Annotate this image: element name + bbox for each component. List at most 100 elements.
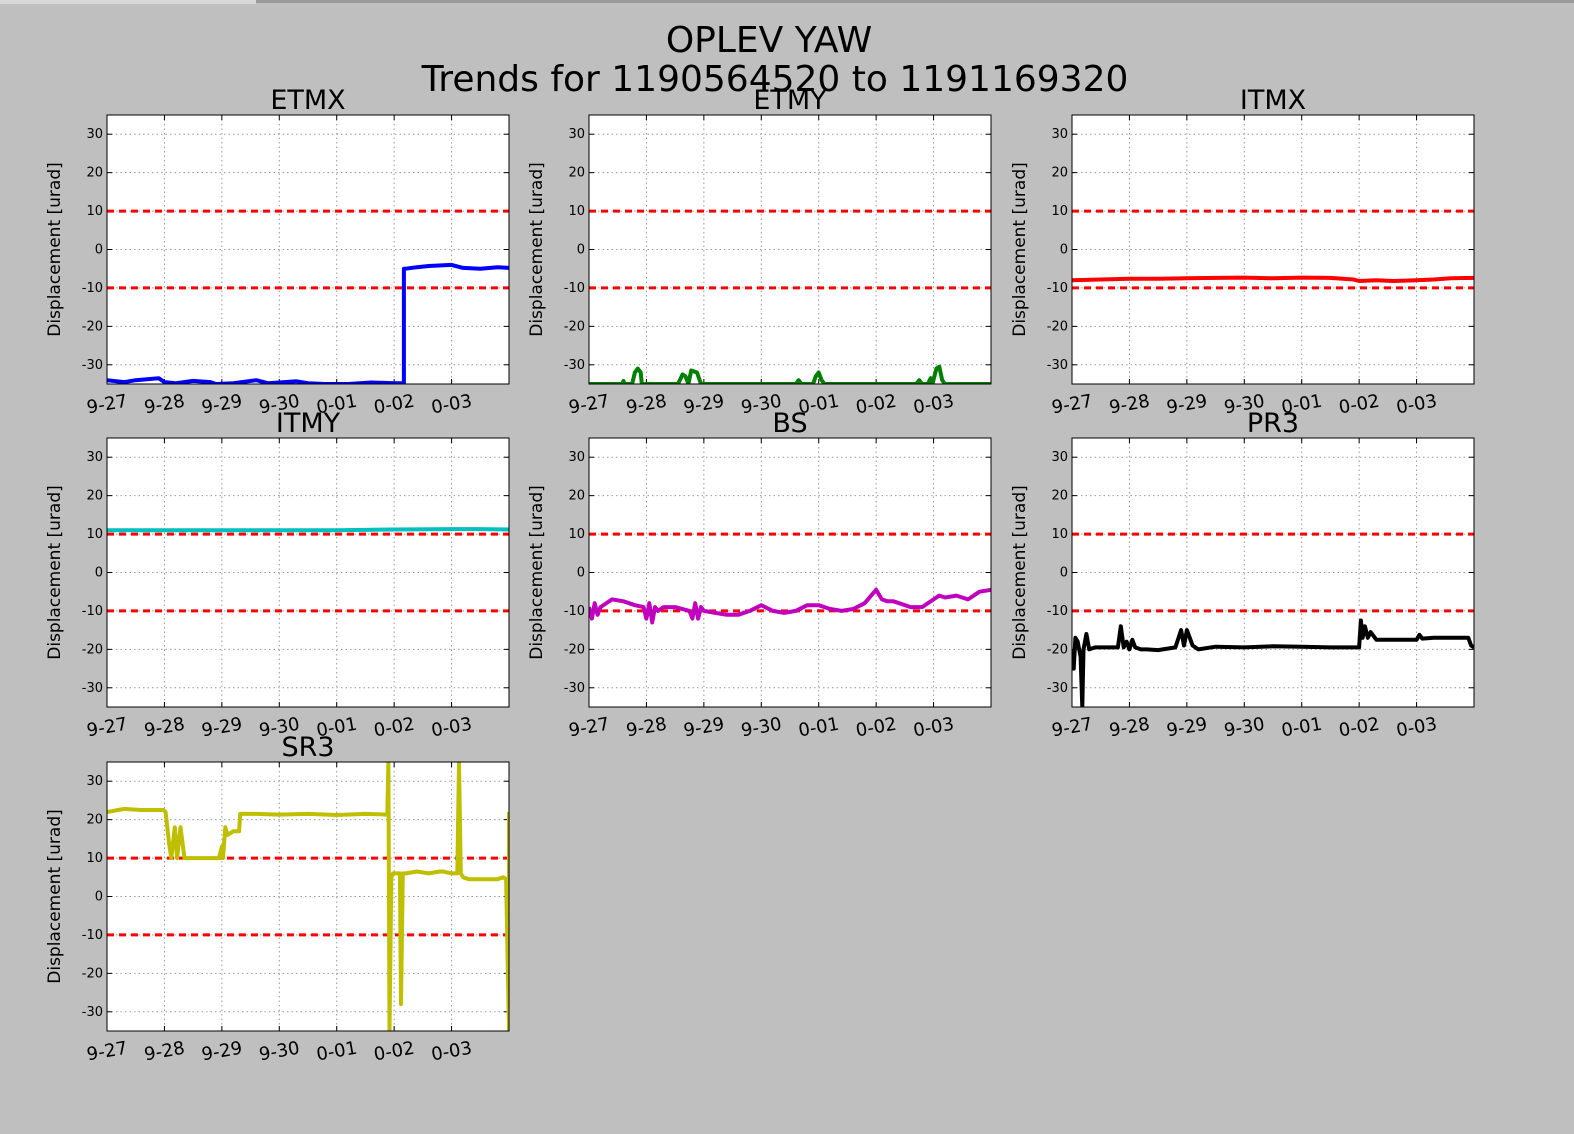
data-series-line (107, 262, 509, 384)
figure-title-line2: Trends for 1190564520 to 1191169320 (421, 59, 1129, 100)
y-tick-label: -30 (82, 681, 103, 696)
plot-area (1072, 438, 1474, 707)
x-tick-label: 0-03 (912, 391, 956, 419)
x-tick-label: 9-28 (143, 714, 187, 742)
x-tick-label: 9-27 (567, 714, 611, 742)
y-tick-label: -30 (1047, 358, 1068, 373)
y-tick-label: -30 (1047, 681, 1068, 696)
y-tick-label: 0 (1060, 566, 1068, 581)
y-axis-label: Displacement [urad] (45, 162, 65, 337)
y-tick-label: 20 (86, 489, 103, 504)
y-tick-label: 10 (86, 527, 103, 542)
data-series-line (589, 587, 991, 625)
y-tick-label: 30 (568, 450, 585, 465)
y-tick-label: 30 (1051, 450, 1068, 465)
plot-area (589, 438, 991, 707)
x-tick-label: 0-03 (430, 1038, 474, 1066)
y-tick-label: 10 (1051, 527, 1068, 542)
y-tick-label: -20 (564, 319, 585, 334)
plot-frame (106, 437, 510, 708)
y-tick-label: 0 (95, 243, 103, 258)
y-tick-label: 10 (86, 851, 103, 866)
y-tick-label: 30 (568, 127, 585, 142)
x-tick-label: 9-27 (85, 1038, 129, 1066)
x-tick-label: 9-27 (567, 391, 611, 419)
figure-title-line1: OPLEV YAW (666, 20, 872, 61)
x-tick-label: 9-30 (739, 714, 783, 742)
y-tick-label: 20 (1051, 166, 1068, 181)
x-tick-label: 9-29 (682, 391, 726, 419)
y-tick-label: 30 (86, 774, 103, 789)
x-tick-label: 0-03 (430, 714, 474, 742)
y-tick-label: 0 (95, 890, 103, 905)
y-tick-label: 20 (1051, 489, 1068, 504)
y-axis-label: Displacement [urad] (1010, 162, 1030, 337)
y-tick-label: 30 (86, 127, 103, 142)
x-tick-label: 0-03 (912, 714, 956, 742)
panel-bs: 30 20 10 0 -10 -20 -30 9-27 9-28 9-29 9-30 0-01 0-02… (527, 408, 992, 742)
x-tick-label: 0-03 (430, 391, 474, 419)
y-tick-label: 10 (568, 204, 585, 219)
y-tick-label: -10 (82, 281, 103, 296)
window-top-bar-dark (256, 0, 1574, 3)
panel-pr3: 30 20 10 0 -10 -20 -30 9-27 9-28 9-29 9-30 0-01 0-02… (1010, 408, 1475, 742)
plot-area (1072, 115, 1474, 384)
panel-title: ITMX (1240, 85, 1306, 116)
x-tick-label: 9-28 (1108, 391, 1152, 419)
plot-frame (106, 114, 510, 385)
y-tick-label: -10 (1047, 281, 1068, 296)
x-tick-label: 9-27 (1050, 391, 1094, 419)
panel-title: SR3 (281, 732, 334, 763)
x-tick-label: 9-29 (1165, 714, 1209, 742)
x-tick-label: 0-01 (797, 714, 841, 742)
x-tick-label: 9-27 (85, 714, 129, 742)
x-tick-label: 0-02 (1337, 391, 1381, 419)
y-tick-label: -20 (1047, 319, 1068, 334)
x-tick-label: 9-29 (200, 391, 244, 419)
plot-frame (1071, 114, 1475, 385)
y-tick-label: 0 (577, 243, 585, 258)
panel-title: BS (772, 408, 807, 439)
data-series-line (107, 527, 509, 533)
x-tick-label: 9-27 (85, 391, 129, 419)
x-tick-label: 0-02 (854, 391, 898, 419)
data-series-line (589, 364, 991, 384)
x-tick-label: 0-01 (1280, 714, 1324, 742)
plot-area (589, 115, 991, 384)
data-series-line (1072, 618, 1474, 707)
panels-container: 30 20 10 0 -10 -20 -30 9-27 9-28 9-29 9-30 0-01 0-02… (45, 85, 1475, 1066)
y-tick-label: 20 (86, 166, 103, 181)
y-tick-label: -10 (564, 604, 585, 619)
x-tick-label: 0-03 (1395, 714, 1439, 742)
y-tick-label: -30 (82, 358, 103, 373)
y-tick-label: -20 (564, 642, 585, 657)
y-tick-label: -30 (82, 1005, 103, 1020)
x-tick-label: 0-03 (1395, 391, 1439, 419)
y-tick-label: -30 (564, 681, 585, 696)
y-axis-label: Displacement [urad] (1010, 485, 1030, 660)
x-tick-label: 9-28 (625, 714, 669, 742)
y-tick-label: 30 (1051, 127, 1068, 142)
y-tick-label: -10 (564, 281, 585, 296)
plot-frame (588, 114, 992, 385)
plot-frame (588, 437, 992, 708)
x-tick-label: 9-28 (1108, 714, 1152, 742)
x-tick-label: 0-02 (1337, 714, 1381, 742)
y-tick-label: -20 (82, 319, 103, 334)
x-tick-label: 9-28 (143, 391, 187, 419)
y-tick-label: -10 (82, 928, 103, 943)
data-series-line (1072, 275, 1474, 283)
y-tick-label: 10 (1051, 204, 1068, 219)
x-tick-label: 9-29 (682, 714, 726, 742)
y-tick-label: 0 (95, 566, 103, 581)
y-tick-label: 10 (86, 204, 103, 219)
panel-title: ETMY (753, 85, 827, 116)
x-tick-label: 0-02 (372, 714, 416, 742)
x-tick-label: 9-29 (200, 714, 244, 742)
y-axis-label: Displacement [urad] (45, 485, 65, 660)
